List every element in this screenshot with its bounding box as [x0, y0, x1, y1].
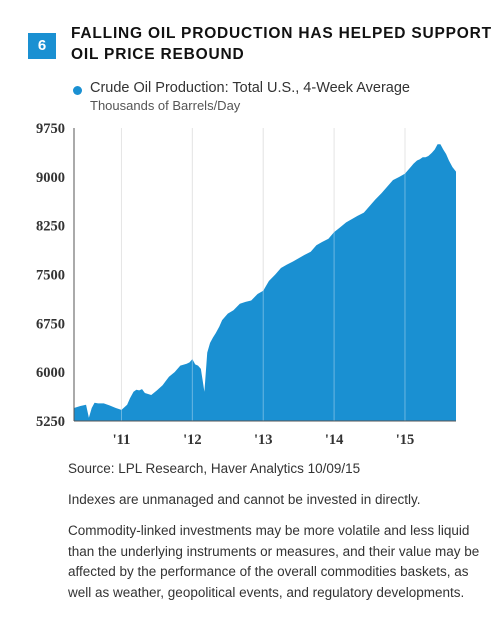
y-tick-label: 9000	[36, 170, 65, 186]
disclaimer-commodities: Commodity-linked investments may be more…	[68, 523, 480, 600]
chart-header: 6 FALLING OIL PRODUCTION HAS HELPED SUPP…	[28, 23, 492, 65]
y-tick-label: 8250	[36, 219, 65, 235]
x-tick-label: '11	[113, 432, 131, 448]
y-tick-label: 7500	[36, 268, 65, 284]
legend-series-label: Crude Oil Production: Total U.S., 4-Week…	[90, 80, 410, 96]
legend-unit-label: Thousands of Barrels/Day	[90, 98, 241, 113]
series-area	[74, 144, 456, 421]
oil-production-area-chart: 5250 6000 6750 7500 8250 9000 9750 '11 '12 '13 '14…	[36, 121, 456, 448]
figure-number-badge: 6	[28, 33, 56, 59]
source-note: Source: LPL Research, Haver Analytics 10…	[68, 461, 361, 476]
y-tick-label: 9750	[36, 121, 65, 137]
y-tick-label: 6000	[36, 365, 65, 381]
disclaimer-indexes: Indexes are unmanaged and cannot be inve…	[68, 492, 421, 507]
chart-title-line-2: OIL PRICE REBOUND	[71, 46, 245, 63]
x-tick-label: '15	[396, 432, 415, 448]
x-tick-label: '12	[183, 432, 202, 448]
chart-title: FALLING OIL PRODUCTION HAS HELPED SUPPOR…	[71, 23, 492, 65]
x-tick-label: '13	[254, 432, 273, 448]
legend-series-dot-icon	[73, 86, 82, 95]
y-tick-label: 5250	[36, 414, 65, 430]
y-tick-label: 6750	[36, 316, 65, 332]
chart-title-line-1: FALLING OIL PRODUCTION HAS HELPED SUPPOR…	[71, 25, 492, 42]
x-tick-label: '14	[325, 432, 344, 448]
